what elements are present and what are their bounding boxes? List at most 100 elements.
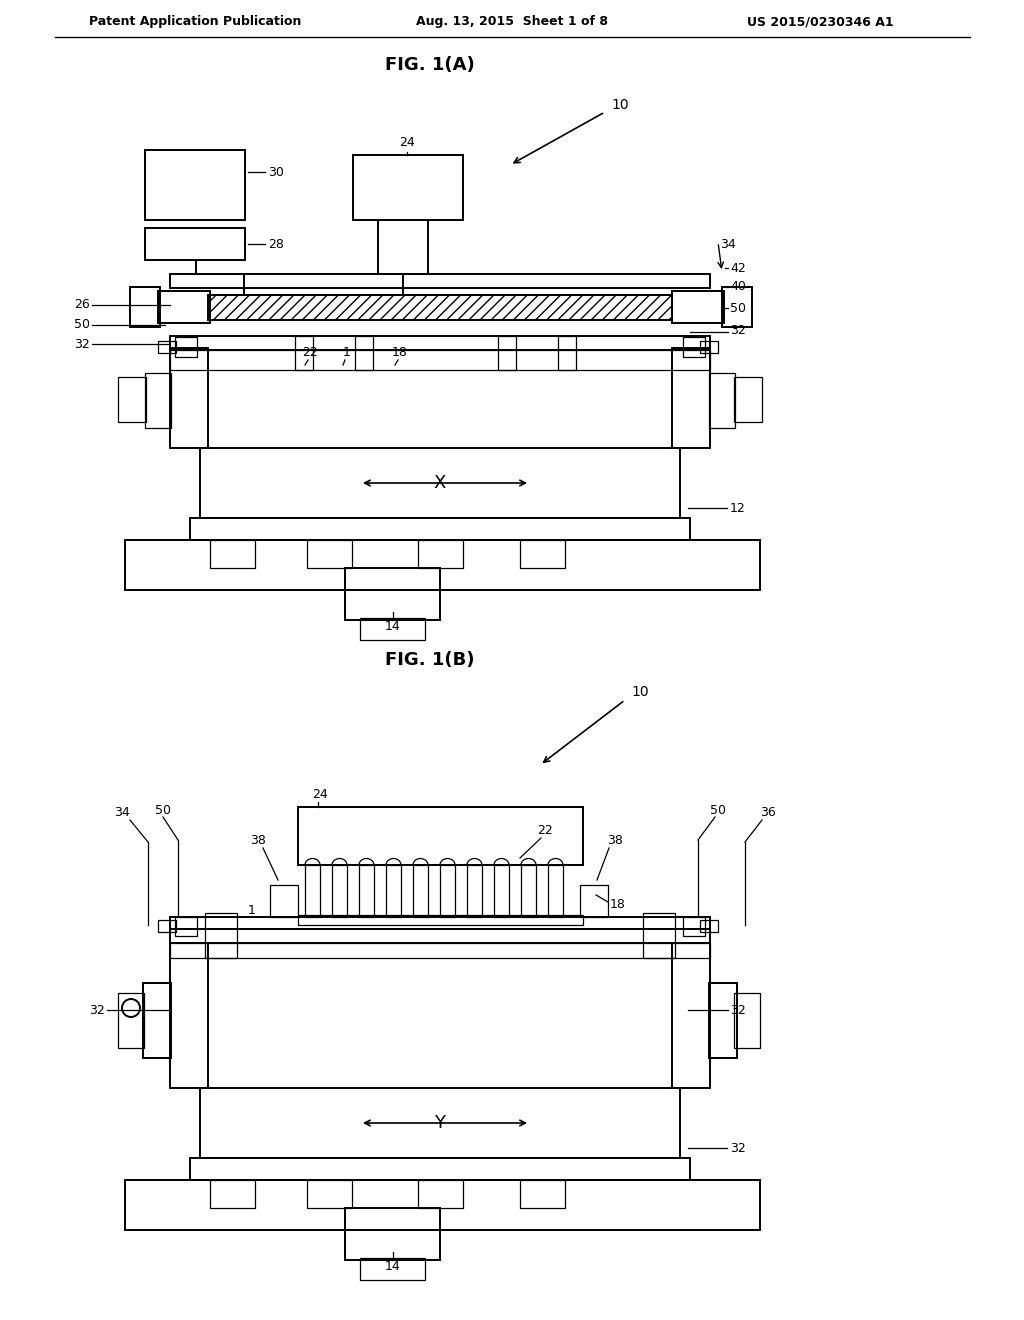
Bar (498, 337, 516, 370)
Bar (355, 337, 373, 370)
Bar (298, 807, 583, 865)
Text: 10: 10 (611, 98, 629, 112)
Bar (467, 865, 482, 917)
Bar (643, 913, 675, 958)
Bar (158, 341, 176, 352)
Text: 30: 30 (268, 165, 284, 178)
Bar (332, 865, 347, 917)
Text: 22: 22 (302, 346, 317, 359)
Bar (170, 917, 710, 929)
Text: 18: 18 (610, 899, 626, 912)
Bar (190, 1158, 690, 1180)
Bar (353, 154, 463, 220)
Bar (145, 228, 245, 260)
Bar (520, 1180, 565, 1208)
Text: X: X (434, 474, 446, 492)
Text: 14: 14 (385, 1261, 400, 1274)
Text: 32: 32 (75, 338, 90, 351)
Bar (170, 348, 208, 447)
Bar (307, 540, 352, 568)
Bar (683, 337, 705, 356)
Bar (558, 337, 575, 370)
Bar (118, 993, 144, 1048)
Text: 34: 34 (720, 239, 736, 252)
Text: 32: 32 (730, 1003, 745, 1016)
Text: Y: Y (434, 1114, 445, 1133)
Bar (125, 540, 760, 590)
Bar (210, 540, 255, 568)
Text: 22: 22 (538, 824, 553, 837)
Text: 24: 24 (312, 788, 328, 801)
Bar (295, 337, 313, 370)
Text: 1: 1 (343, 346, 351, 359)
Bar (672, 942, 710, 1088)
Text: 12: 12 (730, 502, 745, 515)
Bar (190, 517, 690, 540)
Text: FIG. 1(A): FIG. 1(A) (385, 55, 475, 74)
Bar (175, 337, 197, 356)
Text: 38: 38 (607, 833, 623, 846)
Text: Aug. 13, 2015  Sheet 1 of 8: Aug. 13, 2015 Sheet 1 of 8 (416, 16, 608, 29)
Bar (208, 294, 672, 319)
Text: 18: 18 (392, 346, 408, 359)
Bar (440, 865, 455, 917)
Bar (386, 865, 401, 917)
Bar (345, 1208, 440, 1261)
Bar (270, 884, 298, 917)
Bar (709, 374, 735, 428)
Text: 40: 40 (730, 281, 745, 293)
Text: Patent Application Publication: Patent Application Publication (89, 16, 301, 29)
Text: 32: 32 (730, 323, 745, 337)
Bar (418, 540, 463, 568)
Text: 50: 50 (730, 301, 746, 314)
Text: US 2015/0230346 A1: US 2015/0230346 A1 (746, 16, 893, 29)
Bar (580, 884, 608, 917)
Text: 50: 50 (155, 804, 171, 817)
Bar (200, 447, 680, 517)
Bar (170, 275, 710, 288)
Bar (307, 1180, 352, 1208)
Text: 32: 32 (89, 1003, 105, 1016)
Text: 50: 50 (710, 804, 726, 817)
Bar (548, 865, 563, 917)
Bar (205, 913, 237, 958)
Bar (200, 1088, 680, 1158)
Text: 42: 42 (730, 261, 745, 275)
Bar (210, 1180, 255, 1208)
Bar (520, 540, 565, 568)
Bar (521, 865, 536, 917)
Text: 38: 38 (250, 833, 266, 846)
Bar (734, 378, 762, 422)
Bar (709, 983, 737, 1059)
Text: 14: 14 (385, 620, 400, 634)
Bar (170, 942, 710, 958)
Text: 24: 24 (399, 136, 415, 149)
Bar (145, 374, 171, 428)
Bar (360, 1258, 425, 1280)
Bar (360, 618, 425, 640)
Bar (413, 865, 428, 917)
Bar (158, 920, 176, 932)
Bar (170, 929, 710, 942)
Bar (345, 568, 440, 620)
Text: 32: 32 (730, 1142, 745, 1155)
Bar (170, 350, 710, 370)
Bar (143, 983, 171, 1059)
Text: 1: 1 (248, 903, 256, 916)
Bar (700, 920, 718, 932)
Bar (683, 917, 705, 936)
Bar (359, 865, 374, 917)
Bar (125, 1180, 760, 1230)
Bar (170, 337, 710, 350)
Bar (175, 917, 197, 936)
Bar (722, 286, 752, 327)
Text: 34: 34 (114, 805, 130, 818)
Bar (418, 1180, 463, 1208)
Text: 36: 36 (760, 805, 776, 818)
Bar (305, 865, 319, 917)
Bar (672, 348, 710, 447)
Text: 50: 50 (74, 318, 90, 331)
Bar (298, 915, 583, 925)
Bar (145, 150, 245, 220)
Bar (170, 942, 208, 1088)
